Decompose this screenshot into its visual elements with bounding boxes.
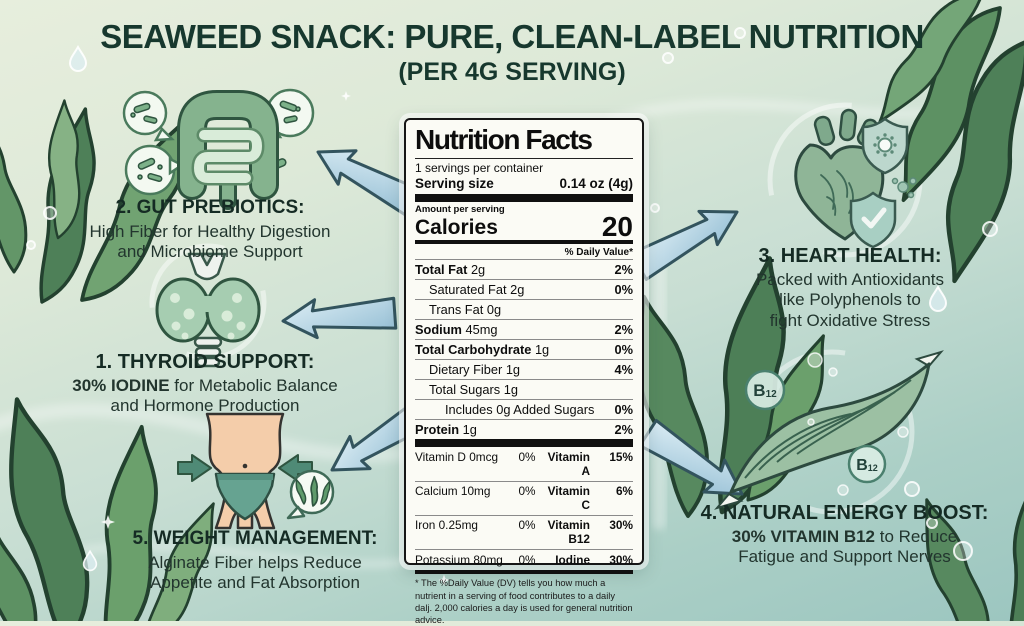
nutrient-row: Total Carbohydrate 1g 0% xyxy=(415,339,633,359)
page-subtitle: (PER 4G SERVING) xyxy=(398,57,626,86)
footnote: * The %Daily Value (DV) tells you how mu… xyxy=(415,570,633,626)
nutrient-row: Total Fat 2g 2% xyxy=(415,259,633,279)
inward-arrow-icon xyxy=(177,454,313,482)
callout-heading: 1. THYROID SUPPORT: xyxy=(95,351,315,373)
nutrient-row: Includes 0g Added Sugars 0% xyxy=(415,399,633,419)
serving-size-row: Serving size 0.14 oz (4g) xyxy=(415,175,633,191)
page-title: SEAWEED SNACK: PURE, CLEAN-LABEL NUTRITI… xyxy=(100,18,924,55)
svg-text:B12: B12 xyxy=(753,381,777,400)
svg-text:B12: B12 xyxy=(856,457,878,474)
arrow-to-thyroid-icon xyxy=(280,292,398,342)
callout-heart-health: 3. HEART HEALTH: Packed with Antioxidant… xyxy=(700,244,1000,331)
callout-weight-management: 5. WEIGHT MANAGEMENT: Alginate Fiber hel… xyxy=(90,528,420,594)
callout-heading: 2. GUT PREBIOTICS: xyxy=(115,197,305,218)
heart-icon xyxy=(794,108,917,249)
callout-heading: 5. WEIGHT MANAGEMENT: xyxy=(132,528,378,549)
callout-gut-prebiotics: 2. GUT PREBIOTICS: High Fiber for Health… xyxy=(30,197,390,263)
callout-energy-boost: 4. NATURAL ENERGY BOOST: 30% VITAMIN B12… xyxy=(672,501,1017,568)
nutrient-row: Dietary Fiber 1g 4% xyxy=(415,359,633,379)
calories-row: Calories 20 xyxy=(415,210,633,245)
micronutrient-row: Calcium 10mg 0% Vitamin C 6% xyxy=(415,480,633,515)
amount-per-serving-label: Amount per serving xyxy=(415,203,505,215)
shield-check-icon xyxy=(849,191,897,249)
micronutrient-row: Vitamin D 0mcg 0% Vitamin A 15% xyxy=(415,449,633,478)
callout-heading: 3. HEART HEALTH: xyxy=(758,245,942,267)
waist-icon xyxy=(177,412,335,530)
micronutrient-row: Iron 0.25mg 0% Vitamin B12 30% xyxy=(415,514,633,549)
header: SEAWEED SNACK: PURE, CLEAN-LABEL NUTRITI… xyxy=(0,18,1024,87)
seaweed-bubble-icon xyxy=(286,469,335,520)
arrow-to-muscle-icon xyxy=(636,415,754,512)
callout-heading: 4. NATURAL ENERGY BOOST: xyxy=(700,502,989,524)
nutrient-row: Saturated Fat 2g 0% xyxy=(415,279,633,299)
daily-value-header: % Daily Value* xyxy=(564,246,633,258)
micronutrient-row: Potassium 80mg 0% Iodine 30% xyxy=(415,549,633,569)
shield-antioxidant-icon xyxy=(861,117,909,175)
sparkle-icon xyxy=(101,91,450,586)
nutrition-facts-panel: Nutrition Facts 1 servings per container… xyxy=(404,118,644,625)
muscle-icon: B12 B12 xyxy=(714,350,944,510)
servings-per-container: 1 servings per container xyxy=(415,160,544,175)
bacteria-bubble-icon xyxy=(122,88,315,196)
nutrient-row: Protein 1g 2% xyxy=(415,419,633,439)
glow-band xyxy=(652,250,666,530)
calories-value: 20 xyxy=(601,210,633,242)
nutrition-facts-heading: Nutrition Facts xyxy=(415,125,633,159)
callout-thyroid-support: 1. THYROID SUPPORT: 30% IODINE for Metab… xyxy=(20,350,390,417)
nutrient-row: Sodium 45mg 2% xyxy=(415,319,633,339)
divider-bar xyxy=(415,439,633,448)
gut-icon xyxy=(122,88,315,210)
divider-bar xyxy=(415,193,633,202)
nutrient-row: Trans Fat 0g xyxy=(415,299,633,319)
molecule-icon xyxy=(891,177,917,199)
b12-bubble-icon: B12 B12 xyxy=(744,369,887,484)
nutrient-row: Total Sugars 1g xyxy=(415,379,633,399)
